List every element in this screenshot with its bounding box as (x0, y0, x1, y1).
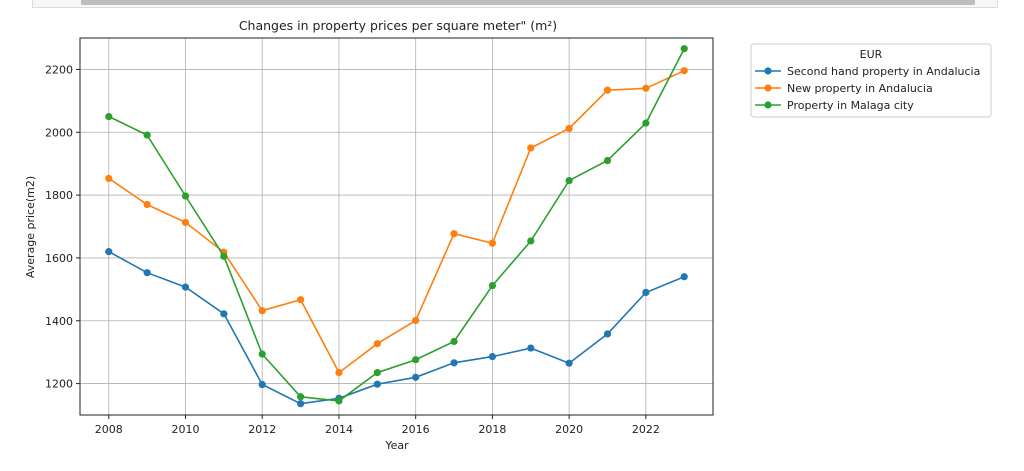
legend-label: New property in Andalucia (787, 82, 933, 95)
x-tick-label: 2020 (555, 423, 583, 436)
data-point (603, 330, 612, 338)
data-point (450, 230, 458, 238)
legend-marker (764, 101, 772, 109)
top-scrollbar[interactable] (0, 0, 1024, 12)
data-point (143, 269, 151, 277)
data-point (335, 397, 343, 405)
y-tick-label: 1800 (45, 189, 73, 202)
x-tick-label: 2016 (402, 423, 430, 436)
y-tick-label: 2200 (45, 63, 73, 76)
data-point (258, 380, 266, 389)
data-point (527, 144, 535, 152)
data-point (373, 380, 381, 388)
data-point (412, 356, 420, 364)
data-point (565, 177, 573, 185)
legend-label: Second hand property in Andalucia (787, 65, 980, 78)
series-line (108, 48, 685, 402)
data-point (565, 124, 573, 133)
x-tick-label: 2018 (478, 423, 506, 436)
scrollbar-thumb[interactable] (81, 0, 975, 5)
data-point (296, 400, 305, 408)
data-point (488, 281, 497, 290)
y-tick-label: 1200 (45, 378, 73, 391)
data-point (143, 131, 151, 139)
x-tick-label: 2022 (632, 423, 660, 436)
data-point (105, 174, 113, 183)
scrollbar-track[interactable] (32, 0, 998, 8)
data-point (258, 307, 266, 315)
y-axis-label: Average price(m2) (24, 176, 37, 278)
x-axis-ticks: 2008 2010 2012 2014 2016 2018 2020 2022 (95, 415, 660, 436)
data-point (603, 156, 612, 165)
series-line (108, 69, 685, 374)
data-point (258, 350, 266, 358)
data-point (642, 84, 650, 92)
data-point (143, 200, 151, 209)
legend-item-2: New property in Andalucia (755, 82, 933, 95)
data-point (373, 340, 381, 348)
y-axis-ticks: 1200 1400 1600 1800 2000 2200 (45, 63, 80, 391)
x-tick-label: 2014 (325, 423, 353, 436)
data-point (412, 373, 420, 381)
data-point (642, 288, 650, 297)
data-point (373, 368, 381, 377)
chart-title: Changes in property prices per square me… (239, 18, 557, 33)
data-point (488, 239, 497, 247)
data-point (603, 86, 612, 94)
x-tick-label: 2008 (95, 423, 123, 436)
data-point (296, 393, 305, 401)
data-point (296, 296, 305, 304)
legend-marker (764, 84, 772, 92)
legend-items: Second hand property in Andalucia New pro… (755, 65, 980, 112)
data-point (527, 237, 535, 245)
legend-box (750, 43, 992, 118)
data-point (105, 248, 113, 256)
data-point (565, 359, 573, 367)
legend-title: EUR (860, 48, 883, 61)
series-line (108, 250, 685, 405)
data-point (335, 368, 343, 377)
data-point (220, 310, 228, 318)
legend-item-3: Property in Malaga city (755, 99, 914, 112)
y-tick-label: 1400 (45, 315, 73, 328)
grid-lines (80, 38, 713, 415)
series-3 (105, 45, 688, 405)
x-axis-label: Year (384, 439, 409, 452)
data-point (412, 316, 420, 325)
data-point (220, 252, 228, 260)
legend-item-1: Second hand property in Andalucia (755, 65, 980, 78)
data-point (450, 359, 458, 367)
data-point (488, 352, 497, 361)
series-2 (105, 67, 688, 377)
data-point (680, 273, 688, 281)
data-point (527, 344, 535, 352)
data-point (181, 283, 190, 291)
legend: EUR Second hand property in Andalucia New… (750, 43, 992, 118)
data-point (680, 45, 688, 53)
data-point (105, 112, 113, 121)
data-point (642, 119, 650, 127)
data-point (450, 337, 458, 346)
data-point (680, 67, 688, 75)
series-layer (105, 45, 688, 408)
data-point (181, 218, 190, 227)
data-point (181, 192, 190, 200)
y-tick-label: 1600 (45, 252, 73, 265)
legend-label: Property in Malaga city (787, 99, 914, 112)
y-tick-label: 2000 (45, 126, 73, 139)
plot-frame (79, 37, 714, 416)
legend-marker (764, 67, 772, 75)
x-tick-label: 2012 (248, 423, 276, 436)
x-tick-label: 2010 (172, 423, 200, 436)
